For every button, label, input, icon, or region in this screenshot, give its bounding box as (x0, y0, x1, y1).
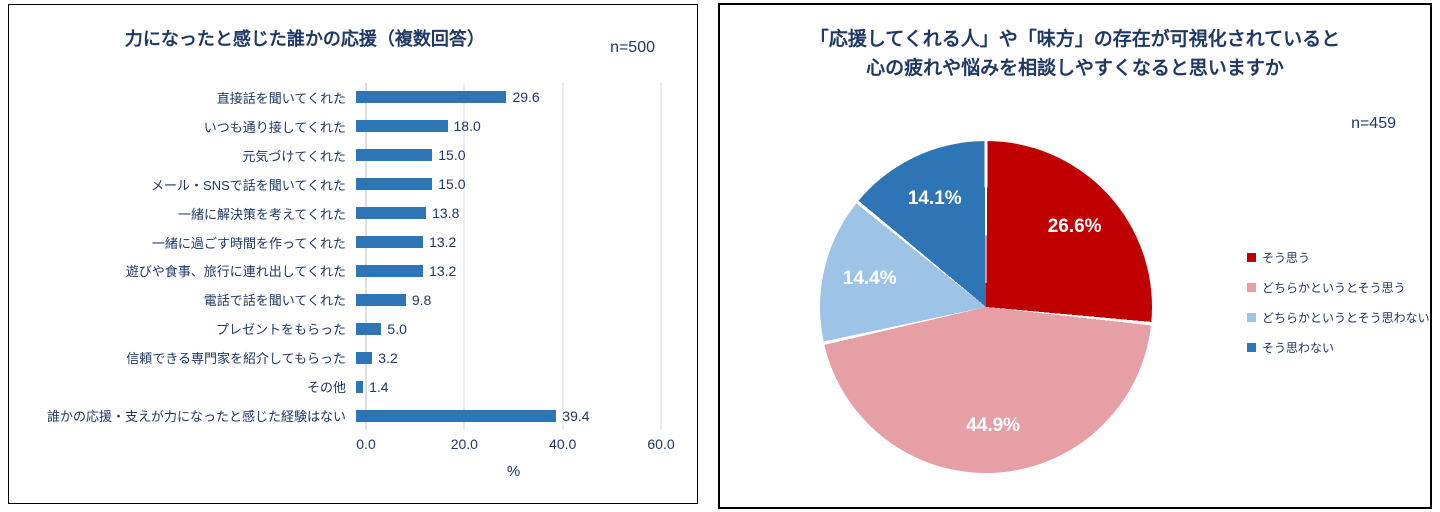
pie-chart-title-line2: 心の疲れや悩みを相談しやすくなると思いますか (866, 58, 1284, 80)
bar-category-label: 一緒に解決策を考えてくれた (178, 206, 346, 222)
pie-chart-sample-size: n=459 (1351, 115, 1396, 132)
bar-value-label: 1.4 (369, 378, 389, 395)
gridline (365, 83, 367, 430)
legend-label: そう思わない (1262, 341, 1335, 355)
bar (356, 178, 433, 191)
bar-chart-panel: 力になったと感じた誰かの応援（複数回答） n=500 直接話を聞いてくれた 29.… (8, 4, 698, 504)
bar-value-label: 5.0 (387, 320, 407, 337)
bar-chart-x-axis-label: % (506, 463, 521, 480)
pie-chart-legend: そう思うどちらかというとそう思うどちらかというとそう思わない そう思わない (1247, 249, 1430, 356)
gridline (562, 83, 564, 430)
bar-row: メール・SNSで話を聞いてくれた 15.0 (9, 170, 661, 199)
bar-value-label: 15.0 (438, 176, 466, 193)
bar-row: 信頼できる専門家を紹介してもらった 3.2 (9, 343, 661, 372)
legend-swatch (1247, 343, 1256, 352)
bar (356, 91, 507, 104)
bar-track: 13.2 (356, 228, 661, 257)
bar-row: 電話で話を聞いてくれた 9.8 (9, 285, 661, 314)
bar-track: 29.6 (356, 83, 661, 112)
pie-chart-title-line1: 「応援してくれる人」や「味方」の存在が可視化されていると (809, 29, 1341, 50)
bar (356, 264, 424, 277)
bar (356, 207, 427, 220)
bar-category-label: 信頼できる専門家を紹介してもらった (126, 351, 346, 367)
bar-track: 13.2 (356, 257, 661, 286)
legend-label: そう思う (1262, 251, 1311, 265)
bar-row: 元気づけてくれた 15.0 (9, 141, 661, 170)
bar-chart-gridlines (365, 83, 662, 430)
bar-value-label: 29.6 (512, 89, 540, 106)
bar (356, 120, 448, 133)
pie-slice-label: 26.6% (1047, 215, 1102, 237)
legend-label: どちらかというとそう思わない (1262, 311, 1430, 325)
bar (356, 236, 424, 249)
bar-row: その他 1.4 (9, 372, 661, 401)
bar-category-label: 誰かの応援・支えが力になったと感じた経験はない (46, 409, 346, 425)
bar-value-label: 13.2 (429, 262, 457, 279)
bar-category-label: 電話で話を聞いてくれた (203, 293, 346, 309)
legend-item: どちらかというとそう思わない (1247, 309, 1430, 326)
legend-swatch (1247, 253, 1256, 262)
bar-value-label: 13.2 (429, 234, 457, 251)
bar-row: 誰かの応援・支えが力になったと感じた経験はない 39.4 (9, 401, 661, 430)
bar-value-label: 9.8 (411, 291, 432, 308)
bar-chart-x-ticks: 0.0 20.0 40.0 60.0 (356, 436, 674, 454)
bar-row: プレゼントをもらった 5.0 (9, 314, 661, 343)
pie-chart-title: 「応援してくれる人」や「味方」の存在が可視化されていると 心の疲れや悩みを相談し… (720, 25, 1430, 84)
pie-slice-label: 14.1% (907, 188, 962, 209)
bar-row: 直接話を聞いてくれた 29.6 (9, 83, 661, 112)
bar-category-label: いつも通り接してくれた (203, 119, 346, 135)
x-tick-label: 0.0 (356, 436, 376, 452)
bar-chart-rows: 直接話を聞いてくれた 29.6 いつも通り接してくれた 18.0 元気づけてくれた 15.… (9, 83, 661, 430)
x-tick-label: 60.0 (647, 436, 675, 452)
bar-category-label: 直接話を聞いてくれた (216, 90, 346, 106)
bar-value-label: 39.4 (562, 407, 590, 424)
bar-track: 1.4 (356, 372, 661, 401)
bar-chart-title: 力になったと感じた誰かの応援（複数回答） (124, 29, 485, 49)
bar-value-label: 15.0 (438, 147, 466, 164)
pie-chart-panel: 「応援してくれる人」や「味方」の存在が可視化されていると 心の疲れや悩みを相談し… (718, 3, 1432, 509)
bar-category-label: 遊びや食事、旅行に連れ出してくれた (125, 264, 346, 280)
legend-item: そう思う (1247, 249, 1430, 266)
bar-category-label: 元気づけてくれた (242, 148, 346, 164)
x-tick-label: 40.0 (549, 436, 577, 452)
bar (356, 351, 373, 364)
pie-slice-label: 44.9% (966, 415, 1021, 437)
bar-value-label: 3.2 (378, 349, 398, 366)
pie-chart: 26.6% 44.9% 14.4% 14.1% (820, 141, 1152, 473)
bar (356, 293, 406, 306)
bar-value-label: 13.8 (432, 205, 460, 222)
bar-track: 15.0 (356, 170, 661, 199)
bar-row: 一緒に解決策を考えてくれた 13.8 (9, 199, 661, 228)
legend-item: どちらかというとそう思う (1247, 279, 1430, 296)
pie-slice-label: 14.4% (842, 268, 897, 290)
bar-chart-sample-size: n=500 (610, 39, 655, 56)
legend-label: どちらかというとそう思う (1262, 281, 1406, 295)
gridline (463, 83, 465, 430)
bar-track: 18.0 (356, 112, 661, 141)
x-tick-label: 20.0 (450, 436, 478, 452)
bar (356, 149, 433, 162)
bar (356, 380, 364, 393)
bar-category-label: 一緒に過ごす時間を作ってくれた (151, 235, 346, 251)
bar-row: 一緒に過ごす時間を作ってくれた 13.2 (9, 228, 661, 257)
bar (356, 409, 557, 422)
bar-row: 遊びや食事、旅行に連れ出してくれた 13.2 (9, 257, 661, 286)
bar-track: 39.4 (356, 401, 661, 430)
bar-track: 15.0 (356, 141, 661, 170)
bar-track: 3.2 (356, 343, 661, 372)
bar-category-label: その他 (306, 380, 346, 396)
gridline (660, 83, 662, 430)
bar (356, 322, 382, 335)
bar-track: 5.0 (356, 314, 661, 343)
bar-track: 9.8 (356, 285, 661, 314)
legend-swatch (1247, 313, 1256, 322)
bar-category-label: プレゼントをもらった (215, 322, 346, 338)
legend-swatch (1247, 283, 1256, 292)
bar-row: いつも通り接してくれた 18.0 (9, 112, 661, 141)
bar-value-label: 18.0 (453, 118, 481, 135)
legend-item: そう思わない (1247, 339, 1430, 356)
bar-category-label: メール・SNSで話を聞いてくれた (151, 177, 346, 193)
bar-track: 13.8 (356, 199, 661, 228)
